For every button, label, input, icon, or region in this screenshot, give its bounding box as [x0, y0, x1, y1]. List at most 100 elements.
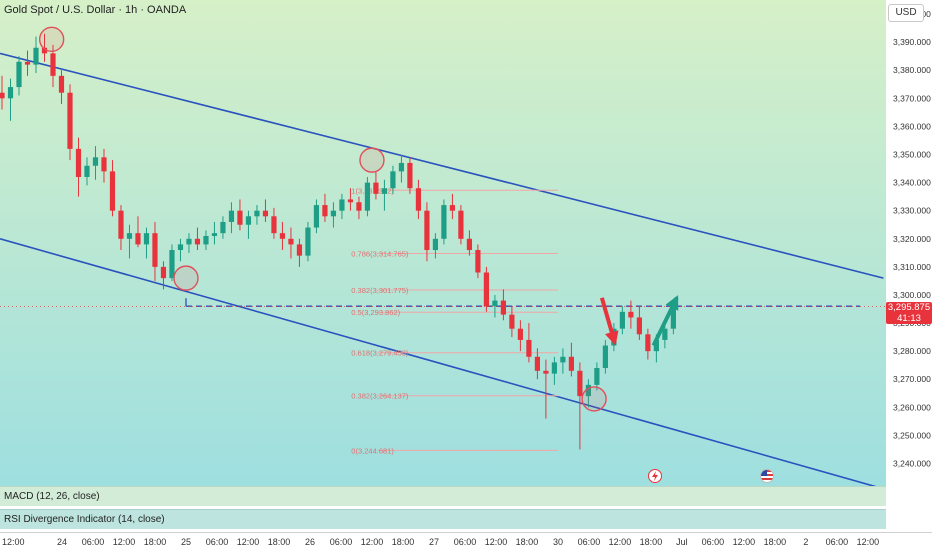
price-tick-label: 3,260.000	[893, 402, 931, 412]
candle	[594, 362, 600, 391]
candle	[245, 210, 252, 239]
candle	[636, 306, 642, 340]
candle-body	[619, 311, 625, 329]
candle	[458, 205, 464, 245]
candle	[271, 207, 277, 239]
candle-body	[466, 238, 473, 251]
candle-body	[50, 53, 56, 76]
candle-body	[220, 221, 226, 234]
circle-marker	[173, 265, 199, 291]
candle	[543, 359, 549, 419]
candle	[228, 202, 235, 234]
price-tick-label: 3,370.000	[893, 93, 931, 103]
candle-body	[194, 238, 201, 245]
fib-label: 0(3,244.681)	[351, 446, 394, 455]
candle-body	[662, 328, 668, 340]
time-tick-label: 12:00	[857, 537, 880, 547]
candle	[551, 356, 557, 385]
candle	[492, 294, 498, 318]
candle-body	[568, 356, 574, 371]
candle-body	[594, 368, 600, 385]
candle-body	[237, 210, 243, 225]
candle-body	[492, 300, 498, 307]
candle	[0, 75, 5, 110]
candle	[67, 84, 73, 161]
candle	[84, 157, 90, 186]
candle-body	[543, 370, 549, 374]
candle-body	[517, 328, 524, 340]
candle-body	[313, 205, 320, 228]
candle	[500, 289, 507, 321]
candle	[92, 146, 99, 180]
candle-body	[449, 205, 456, 211]
candle-body	[203, 235, 209, 245]
candle	[424, 202, 430, 262]
price-tick-label: 3,250.000	[893, 430, 931, 440]
candle	[16, 56, 22, 96]
arrow-up-head	[665, 295, 679, 311]
candle-body	[92, 157, 99, 166]
candle	[262, 199, 269, 222]
candle-body	[458, 210, 464, 239]
candle	[254, 205, 260, 225]
candle-body	[500, 300, 507, 315]
fib-label: 0.618(3,279.453)	[351, 349, 409, 358]
candle	[237, 199, 243, 231]
candle	[211, 221, 218, 245]
macd-pane-label[interactable]: MACD (12, 26, close)	[0, 486, 886, 506]
time-axis[interactable]: 12:00 24 06:00 12:00 18:00 25 06:00 12:00 18:00 2…	[0, 532, 932, 551]
candle-body	[228, 210, 235, 222]
time-tick-label: 06:00	[826, 537, 849, 547]
time-tick-label: 24	[57, 537, 67, 547]
candle	[339, 193, 345, 220]
circle-marker	[38, 26, 65, 53]
candle-body	[432, 238, 439, 251]
price-axis-background	[886, 0, 932, 486]
candle	[390, 165, 396, 194]
candle	[449, 193, 456, 220]
candle-body	[152, 233, 158, 267]
price-tick-label: 3,240.000	[893, 459, 931, 469]
candle-body	[254, 210, 260, 217]
candle	[24, 50, 31, 76]
candle	[203, 230, 209, 251]
candle	[288, 227, 294, 259]
price-tick-label: 3,360.000	[893, 121, 931, 131]
candle	[7, 78, 14, 121]
candle	[101, 148, 107, 183]
candle-body	[245, 216, 252, 225]
currency-button[interactable]: USD	[888, 4, 924, 22]
candle-body	[653, 339, 659, 352]
time-tick-label: 25	[181, 537, 191, 547]
price-chart[interactable]: 1(3,337.272) 0.786(3,314.765) 0.382(3,301.…	[0, 0, 932, 486]
candle	[160, 261, 167, 290]
candle	[560, 348, 566, 374]
candle-body	[262, 210, 269, 217]
circle-marker	[581, 386, 607, 412]
candle-body	[101, 157, 107, 172]
price-tick-label: 3,390.000	[893, 37, 931, 47]
candle-body	[0, 92, 5, 99]
candle	[177, 238, 184, 262]
us-flag-icon[interactable]	[760, 469, 774, 483]
lightning-icon[interactable]	[648, 469, 662, 483]
price-tick-label: 3,320.000	[893, 234, 931, 244]
candle-body	[526, 339, 532, 357]
support-line	[0, 298, 886, 307]
candle	[619, 306, 625, 335]
circle-markers	[38, 26, 607, 412]
circle-marker	[359, 147, 385, 173]
fib-label: 0.382(3,301.775)	[351, 286, 409, 295]
candle-body	[364, 182, 371, 211]
candle-body	[16, 61, 22, 88]
rsi-pane-label[interactable]: RSI Divergence Indicator (14, close)	[0, 509, 886, 529]
candle-body	[381, 188, 388, 194]
candle	[109, 160, 116, 217]
candle	[135, 216, 141, 248]
flag-canton	[761, 470, 767, 476]
candle-body	[398, 162, 405, 172]
candle	[347, 188, 354, 211]
candle	[186, 233, 192, 253]
time-tick-label: 2	[803, 537, 808, 547]
